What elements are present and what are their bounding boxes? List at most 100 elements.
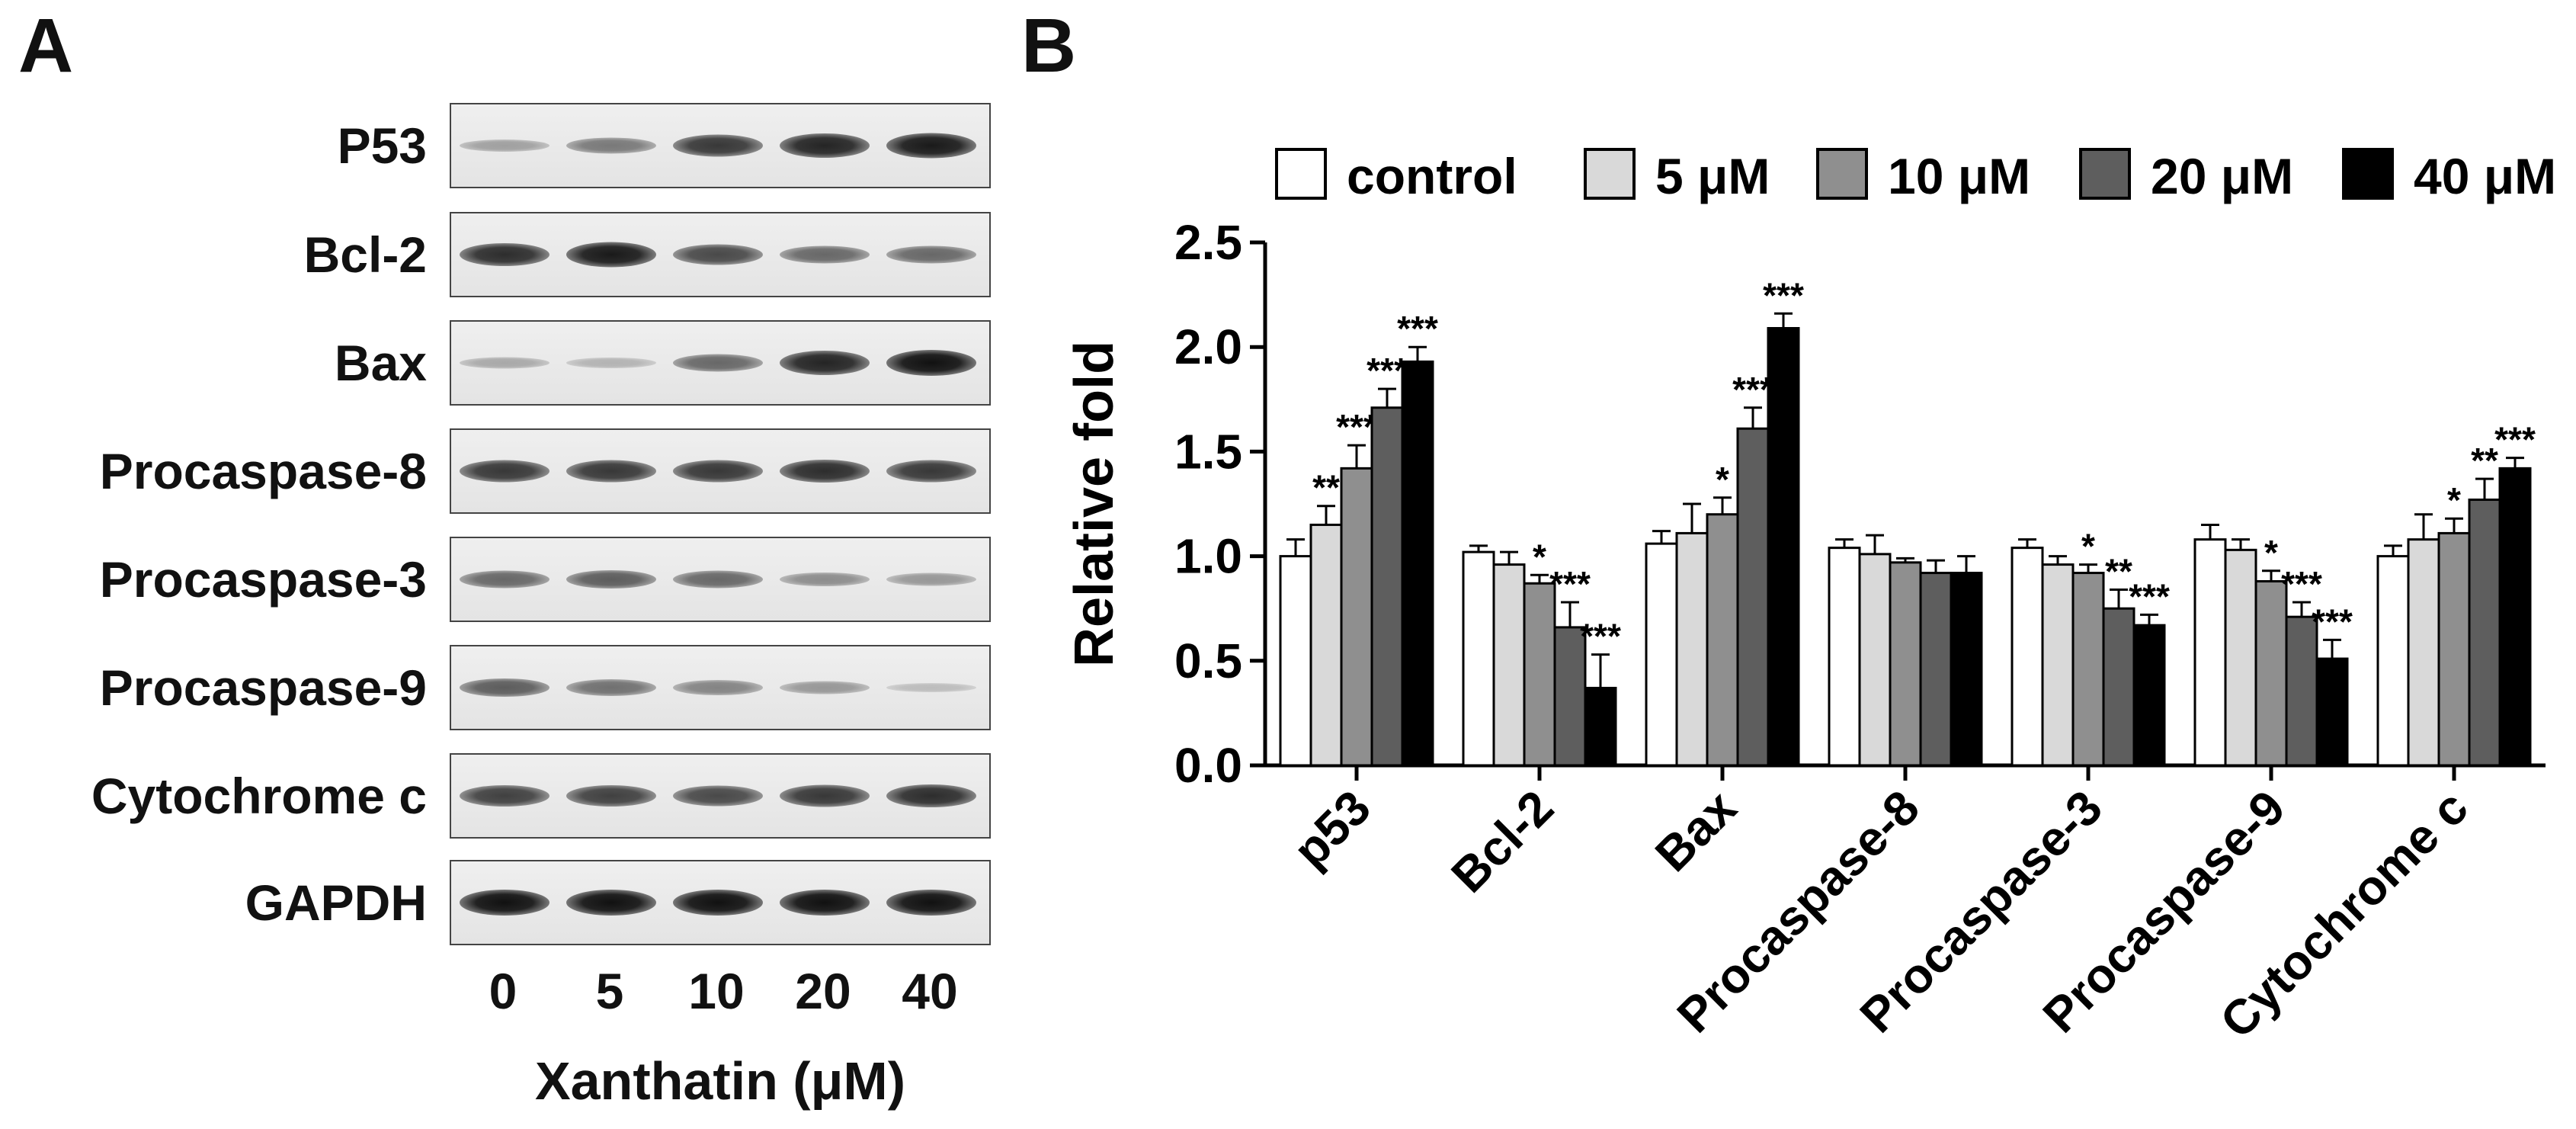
x-tick-label: Bcl-2	[1440, 780, 1564, 903]
y-tick-label: 0.0	[1174, 738, 1242, 793]
bar	[1675, 531, 1709, 767]
blot-strip	[450, 320, 991, 406]
significance-label: ***	[2281, 564, 2322, 604]
blot-band	[780, 681, 870, 694]
blot-band	[566, 890, 656, 916]
significance-label: *	[2447, 480, 2461, 520]
bar	[1370, 406, 1404, 767]
bar	[1706, 513, 1739, 767]
blot-band	[460, 357, 549, 369]
bar	[2071, 572, 2105, 767]
bar	[2254, 580, 2288, 767]
bar	[1828, 547, 1861, 767]
legend-swatch	[1816, 148, 1868, 200]
bar	[2102, 607, 2135, 767]
blot-band	[566, 358, 656, 368]
significance-label: *	[2264, 533, 2278, 573]
blot-band	[780, 351, 870, 375]
blot-row: Bax	[0, 320, 1006, 406]
blot-x-axis-label: Xanthatin (μM)	[534, 1051, 906, 1111]
blot-band	[673, 890, 763, 916]
blot-band	[780, 784, 870, 807]
legend-label: 40 μM	[2414, 148, 2556, 204]
bar	[1279, 555, 1312, 767]
protein-label: Procaspase-8	[99, 443, 427, 499]
bar	[2407, 538, 2440, 767]
blot-band	[673, 680, 763, 695]
significance-label: ***	[1397, 309, 1438, 348]
bar	[2376, 555, 2410, 767]
significance-label: ***	[1580, 617, 1621, 656]
bar	[2437, 531, 2471, 767]
y-tick-label: 2.0	[1174, 319, 1242, 374]
blot-row: Bcl-2	[0, 212, 1006, 297]
blot-strip	[450, 103, 991, 188]
blot-row: Cytochrome c	[0, 753, 1006, 839]
blot-band	[566, 137, 656, 154]
bar	[1462, 550, 1495, 767]
significance-label: ***	[1763, 275, 1804, 315]
blot-band	[780, 573, 870, 586]
bar	[1858, 553, 1892, 767]
blot-band	[780, 460, 870, 483]
blot-row: GAPDH	[0, 860, 1006, 945]
blot-band	[673, 460, 763, 483]
legend-label: 20 μM	[2151, 148, 2293, 204]
bar	[1309, 523, 1343, 767]
bar	[2041, 563, 2075, 767]
blot-band	[886, 784, 976, 807]
significance-label: *	[1533, 537, 1546, 576]
protein-label: Procaspase-9	[99, 659, 427, 716]
blot-band	[566, 785, 656, 807]
y-tick-label: 2.5	[1174, 215, 1242, 270]
significance-label: **	[1312, 468, 1340, 508]
blot-band	[460, 243, 549, 266]
blot-band	[673, 134, 763, 157]
blot-strip	[450, 860, 991, 945]
blot-strip	[450, 537, 991, 622]
significance-label: ***	[1336, 407, 1377, 447]
blot-strip	[450, 645, 991, 730]
blot-band	[780, 245, 870, 264]
significance-label: ***	[2494, 420, 2536, 460]
blot-band	[460, 890, 549, 916]
protein-label: Bax	[334, 335, 427, 391]
significance-label: ***	[2312, 601, 2353, 641]
blot-band	[780, 890, 870, 916]
protein-label: Bcl-2	[303, 226, 427, 283]
blot-band	[886, 350, 976, 376]
protein-label: Cytochrome c	[91, 768, 427, 824]
blot-band	[460, 570, 549, 589]
blot-band	[673, 354, 763, 372]
x-tick-label: Bax	[1645, 780, 1747, 882]
bar	[1919, 572, 1953, 767]
blot-band	[886, 460, 976, 483]
significance-label: ***	[1366, 351, 1408, 390]
blot-row: Procaspase-8	[0, 428, 1006, 514]
protein-label: P53	[337, 117, 427, 174]
blot-band	[566, 570, 656, 589]
blot-row: Procaspase-9	[0, 645, 1006, 730]
blot-band	[673, 570, 763, 589]
bar	[2315, 657, 2349, 767]
blot-row: P53	[0, 103, 1006, 188]
bar	[1645, 542, 1678, 767]
protein-label: GAPDH	[245, 874, 427, 931]
y-tick-label: 1.5	[1174, 424, 1242, 479]
y-axis-label: Relative fold	[1064, 341, 1125, 667]
blot-band	[460, 678, 549, 697]
blot-strip	[450, 753, 991, 839]
blot-band	[566, 679, 656, 696]
bar	[1889, 561, 1922, 767]
blot-band	[886, 245, 976, 264]
legend-swatch	[1584, 148, 1636, 200]
bar	[2010, 547, 2044, 767]
blot-band	[460, 785, 549, 807]
significance-label: ***	[1549, 564, 1591, 604]
bar	[2498, 467, 2532, 767]
significance-label: **	[2105, 552, 2132, 592]
lane-label: 0	[489, 963, 517, 1019]
blot-band	[886, 573, 976, 586]
significance-label: ***	[2129, 576, 2170, 616]
